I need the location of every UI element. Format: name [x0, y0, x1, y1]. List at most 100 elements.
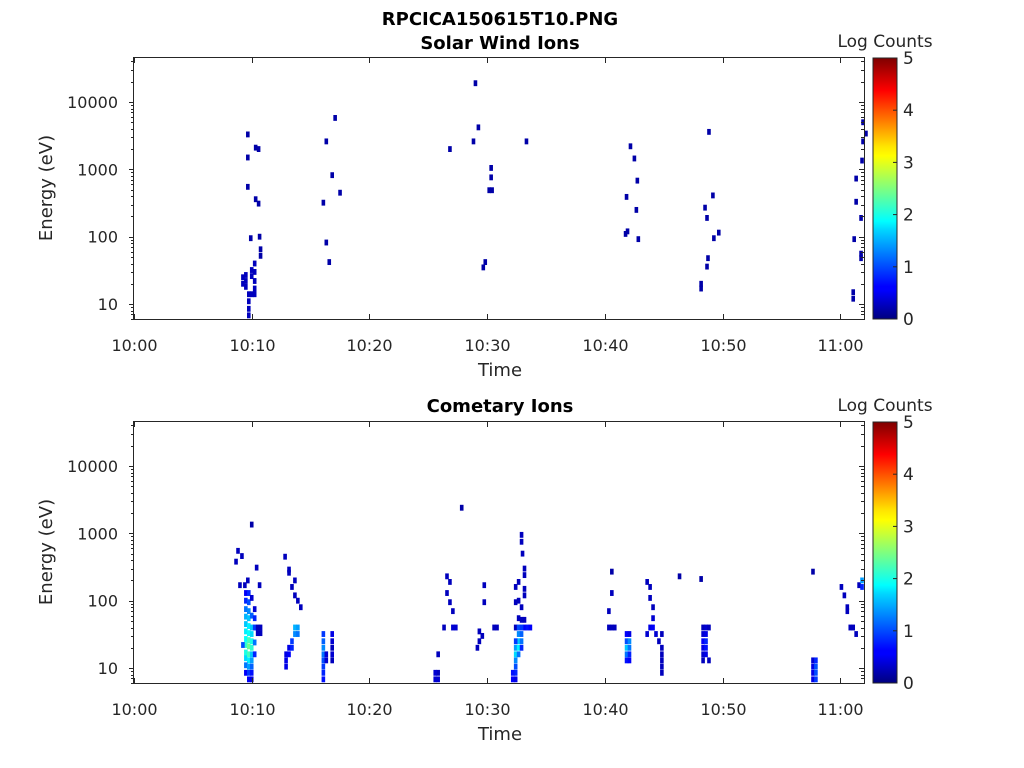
heatmap-cell [249, 612, 254, 619]
colorbar-label-solar-wind: Log Counts [837, 32, 932, 52]
heatmap-cell [627, 657, 632, 664]
y-ticks-solar-wind: 10 100 1000 10000 [67, 61, 864, 320]
heatmap-cell [333, 115, 337, 121]
x-tick-label: 10:30 [464, 700, 510, 719]
heatmap-cell [635, 177, 640, 184]
heatmap-cell [330, 644, 334, 651]
y-tick-label: 100 [87, 228, 118, 247]
heatmap-cell [851, 295, 856, 302]
heatmap-cell [516, 624, 521, 631]
heatmap-cell [330, 638, 334, 645]
heatmap-cell [490, 187, 494, 194]
heatmap-cell [851, 289, 856, 296]
heatmap-cell [324, 657, 329, 664]
heatmap-cell [516, 651, 521, 658]
y-tick-label: 10 [98, 295, 118, 314]
heatmap-cell [257, 233, 262, 240]
heatmap-cell [249, 267, 254, 273]
heatmap-cell [814, 657, 818, 664]
heatmap-cell [293, 592, 297, 599]
heatmap-cell [296, 624, 300, 631]
x-tick-label: 10:10 [229, 700, 275, 719]
heatmap-cell [252, 624, 257, 631]
x-tick-label: 10:10 [229, 336, 275, 355]
heatmap-cell [707, 624, 711, 631]
heatmap-cell [654, 631, 658, 637]
heatmap-cells-cometary [234, 504, 864, 683]
heatmap-cell [607, 624, 611, 631]
heatmap-cell [249, 624, 254, 631]
heatmap-cell [492, 624, 496, 631]
heatmap-cell [249, 631, 254, 637]
heatmap-cell [701, 631, 705, 637]
heatmap-cell [249, 521, 254, 528]
heatmap-cell [252, 260, 257, 267]
heatmap-cell [252, 285, 257, 292]
x-tick-label: 10:50 [700, 336, 746, 355]
heatmap-cell [610, 624, 614, 631]
heatmap-cell [701, 651, 705, 658]
x-tick-label: 10:00 [111, 700, 157, 719]
heatmap-cell [324, 651, 329, 658]
heatmap-cell [290, 644, 294, 651]
heatmap-cell [857, 582, 861, 589]
heatmap-cell [241, 274, 245, 281]
colorbar-tick-label: 2 [903, 570, 914, 590]
heatmap-cell [448, 146, 452, 152]
heatmap-cell [489, 164, 493, 171]
heatmap-cell [513, 584, 518, 590]
heatmap-cell [489, 174, 493, 181]
heatmap-cell [519, 616, 524, 623]
panel-solar-wind: Solar Wind Ions Energy (eV) Time 10:00 10… [36, 32, 933, 381]
heatmap-cell [284, 663, 288, 670]
heatmap-cell [241, 642, 245, 648]
heatmap-cell [247, 615, 251, 622]
x-tick-label: 10:30 [464, 336, 510, 355]
heatmap-cell [244, 662, 248, 669]
heatmap-cell [854, 198, 858, 205]
heatmap-cell [859, 250, 863, 257]
heatmap-cell [627, 638, 632, 645]
heatmap-cell [522, 616, 527, 623]
heatmap-cell [624, 644, 629, 651]
heatmap-cell [330, 657, 334, 664]
colorbar-tick-label: 3 [903, 153, 914, 173]
heatmap-cell [244, 621, 248, 627]
heatmap-cell [243, 582, 247, 589]
heatmap-cell [648, 594, 652, 601]
heatmap-cell [703, 204, 707, 211]
heatmap-cell [321, 199, 326, 206]
heatmap-cell [704, 644, 708, 651]
heatmap-cell [249, 291, 254, 298]
heatmap-cell [651, 604, 655, 611]
x-ticks-solar-wind: 10:00 10:10 10:20 10:30 10:40 10:50 11:00 [111, 58, 864, 355]
heatmap-cell [705, 215, 709, 221]
y-ticks-cometary: 10 100 1000 10000 [67, 425, 864, 684]
heatmap-cell [851, 624, 856, 631]
colorbar-tick-label: 3 [903, 517, 914, 537]
heatmap-cell [253, 144, 258, 151]
heatmap-cell [244, 628, 248, 635]
heatmap-cell [704, 638, 708, 645]
heatmap-cell [284, 657, 288, 664]
x-tick-label: 10:20 [346, 336, 392, 355]
x-axis-label-cometary: Time [477, 724, 522, 745]
heatmap-cell [290, 584, 294, 590]
x-tick-label: 10:00 [111, 336, 157, 355]
heatmap-cell [623, 230, 628, 237]
y-tick-label: 10 [98, 659, 118, 678]
colorbar-tick-label: 4 [903, 101, 914, 121]
figure-title: RPCICA150615T10.PNG [382, 9, 618, 30]
heatmap-cell [253, 196, 258, 203]
heatmap-cell [244, 283, 248, 290]
heatmap-cell [845, 608, 850, 615]
heatmap-cell [338, 189, 342, 196]
heatmap-cell [324, 239, 329, 246]
heatmap-cell [628, 143, 633, 150]
heatmap-cell [481, 264, 486, 271]
heatmap-cell [483, 259, 488, 266]
heatmap-cell [651, 615, 655, 622]
heatmap-cell [258, 252, 263, 259]
heatmap-cell [459, 504, 464, 511]
heatmap-cell [839, 584, 844, 590]
